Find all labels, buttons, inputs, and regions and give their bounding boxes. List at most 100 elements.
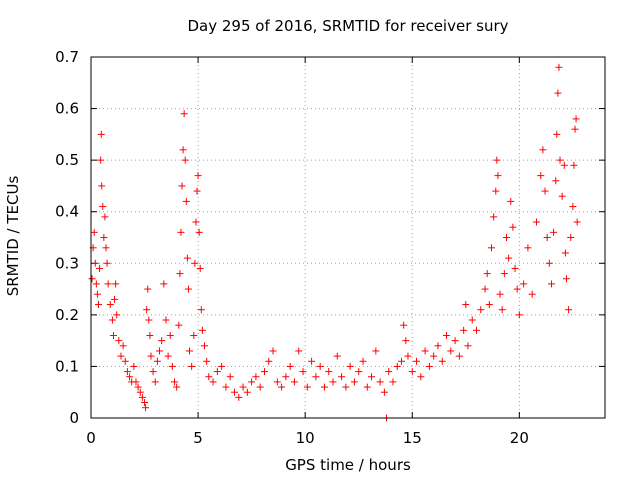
data-point — [513, 285, 521, 293]
data-point — [493, 156, 501, 164]
data-point — [113, 311, 121, 319]
data-point — [101, 213, 109, 221]
data-point — [509, 223, 517, 231]
data-point — [573, 218, 581, 226]
data-point — [193, 187, 201, 195]
data-point — [543, 234, 551, 241]
data-point — [438, 357, 446, 365]
data-point — [222, 383, 230, 391]
data-point — [299, 368, 307, 376]
data-point — [176, 270, 184, 278]
data-point — [485, 301, 493, 309]
data-point — [94, 301, 102, 309]
data-point — [213, 368, 221, 376]
data-point — [338, 373, 346, 381]
data-point — [350, 378, 358, 386]
data-point — [153, 357, 161, 365]
data-point — [197, 306, 205, 314]
data-point — [421, 347, 429, 355]
data-point — [160, 280, 168, 288]
data-point — [92, 280, 100, 288]
data-point — [100, 234, 108, 241]
data-point — [389, 378, 397, 386]
data-point — [117, 352, 125, 360]
grid-lines — [91, 57, 605, 418]
data-point — [500, 270, 508, 278]
data-point — [417, 373, 425, 381]
data-point — [376, 378, 384, 386]
data-point — [149, 368, 157, 376]
data-point — [256, 383, 264, 391]
data-point — [252, 373, 260, 381]
data-point — [515, 311, 523, 319]
data-point — [178, 182, 186, 190]
data-point — [196, 264, 204, 272]
data-point — [333, 352, 341, 360]
data-point — [430, 352, 438, 360]
data-point — [308, 357, 316, 365]
data-point — [567, 234, 575, 241]
data-point — [248, 378, 256, 386]
data-point — [346, 362, 354, 370]
plot-frame — [90, 56, 606, 419]
data-point — [126, 373, 134, 381]
data-point — [141, 399, 149, 407]
data-point — [96, 264, 104, 272]
data-point — [192, 218, 200, 226]
data-point — [195, 228, 203, 236]
data-point — [460, 326, 468, 334]
y-tick-label: 0.1 — [55, 357, 79, 375]
data-point — [507, 197, 515, 205]
data-point — [570, 161, 578, 169]
data-point — [97, 156, 105, 164]
data-point — [143, 306, 151, 314]
x-axis-title: GPS time / hours — [285, 456, 411, 474]
data-point — [483, 270, 491, 278]
data-point — [490, 213, 498, 221]
data-point — [496, 290, 504, 298]
data-point — [408, 368, 416, 376]
data-point — [91, 259, 99, 267]
data-point — [502, 234, 510, 241]
data-point — [218, 362, 226, 370]
data-point — [329, 378, 337, 386]
data-point — [265, 357, 273, 365]
data-point — [198, 326, 206, 334]
data-point — [316, 362, 324, 370]
data-point — [425, 362, 433, 370]
data-point — [188, 362, 196, 370]
data-point — [205, 373, 213, 381]
data-point — [372, 347, 380, 355]
y-tick-label: 0.4 — [55, 203, 79, 221]
data-point — [413, 357, 421, 365]
x-tick-label: 15 — [403, 429, 422, 447]
data-point — [464, 342, 472, 350]
data-point — [201, 342, 209, 350]
data-point — [505, 254, 513, 262]
data-point — [168, 362, 176, 370]
data-point — [355, 368, 363, 376]
data-point — [443, 331, 451, 339]
data-point — [520, 280, 528, 288]
data-points — [88, 63, 581, 422]
data-point — [90, 228, 98, 236]
data-point — [175, 321, 183, 329]
data-point — [230, 388, 238, 396]
data-point — [325, 368, 333, 376]
data-point — [146, 331, 154, 339]
data-point — [119, 342, 127, 350]
data-point — [404, 352, 412, 360]
data-point — [138, 393, 146, 401]
data-point — [368, 373, 376, 381]
data-point — [572, 115, 580, 123]
data-point — [494, 172, 502, 180]
data-point — [562, 275, 570, 283]
data-point — [342, 383, 350, 391]
data-point — [209, 378, 217, 386]
data-point — [303, 383, 311, 391]
data-point — [112, 280, 120, 288]
data-point — [434, 342, 442, 350]
data-point — [132, 378, 140, 386]
data-point — [111, 295, 119, 303]
data-point — [385, 368, 393, 376]
